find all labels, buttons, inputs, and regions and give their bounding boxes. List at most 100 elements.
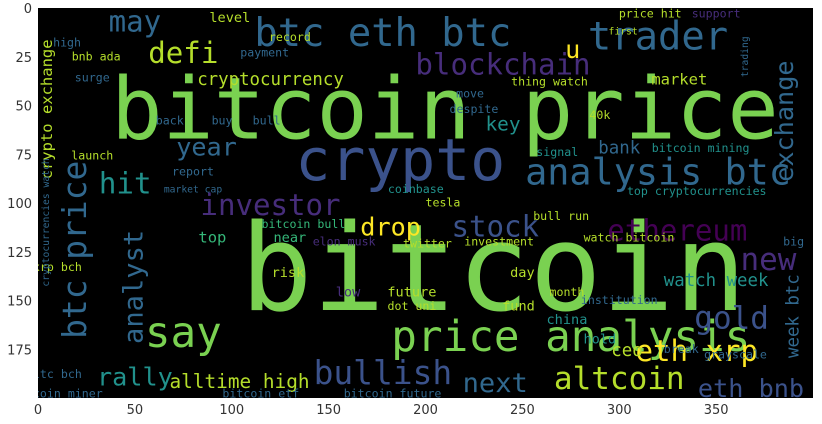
- word-watch-bitcoin: watch bitcoin: [584, 231, 675, 245]
- y-tick-label: 125: [7, 246, 32, 261]
- word-stock: stock: [451, 209, 539, 243]
- word-week-btc: week btc: [784, 274, 804, 358]
- word-hit: hit: [99, 166, 152, 200]
- word-eth-xrp: eth xrp: [635, 334, 758, 368]
- word-first: first: [609, 26, 638, 37]
- x-tick-label: 250: [510, 403, 535, 418]
- word-market: market: [651, 71, 707, 89]
- word-u: u: [565, 35, 580, 64]
- word-btc-price: btc price: [55, 161, 94, 339]
- word-price-hit: price hit: [619, 6, 682, 20]
- y-tick-label: 150: [7, 295, 32, 310]
- word-support: support: [692, 6, 741, 20]
- word-risk: risk: [272, 265, 305, 281]
- word-bitcoin-future: bitcoin future: [344, 387, 442, 401]
- word-back: back: [156, 114, 184, 128]
- word-high: high: [53, 36, 81, 50]
- word-bitcoin-mining: bitcoin mining: [652, 141, 750, 155]
- x-tick-label: 350: [704, 403, 729, 418]
- x-tick-label: 0: [34, 403, 42, 418]
- word-alltime-high: alltime high: [169, 370, 309, 393]
- word-bull-run: bull run: [533, 209, 589, 223]
- word-institution: institution: [581, 293, 658, 307]
- word-gold: gold: [694, 301, 769, 337]
- word-bitcoin-bull: bitcoin bull: [262, 217, 346, 231]
- word-china: china: [546, 312, 587, 328]
- word-break: break: [664, 342, 699, 356]
- word-drop: drop: [360, 212, 421, 241]
- word-xrp-bch: xrp bch: [33, 260, 82, 274]
- word-bitcoin-etf: bitcoin etf: [222, 387, 299, 401]
- word-bitcoin: bitcoin: [240, 200, 746, 339]
- word-bull: bull: [253, 114, 281, 128]
- y-tick-label: 175: [7, 343, 32, 358]
- x-tick-label: 100: [219, 403, 244, 418]
- word-grayscale: grayscale: [704, 348, 767, 362]
- x-tick-label: 300: [607, 403, 632, 418]
- word-surge: surge: [75, 71, 110, 85]
- x-tick-label: 50: [127, 403, 144, 418]
- word-thing-watch: thing watch: [511, 75, 588, 89]
- word-day: day: [510, 265, 535, 281]
- word-ceo: ceo: [611, 341, 642, 361]
- word-blockchain: blockchain: [415, 48, 590, 82]
- word-hold: hold: [584, 332, 617, 348]
- x-tick-label: 150: [316, 403, 341, 418]
- word-coinbase: coinbase: [388, 182, 444, 196]
- word-cryptocurrencies-watch: cryptocurrencies watch: [41, 158, 52, 286]
- word-say: say: [145, 308, 222, 358]
- word-payment: payment: [240, 45, 289, 59]
- x-tick-label: 200: [413, 403, 438, 418]
- word-bnb-ada: bnb ada: [72, 49, 121, 63]
- word-top: top: [198, 229, 226, 247]
- plot-background: [38, 8, 813, 398]
- word-exchange: exchange: [770, 60, 799, 181]
- word-launch: launch: [71, 149, 113, 163]
- word-40k: 40k: [589, 108, 610, 122]
- word-tesla: tesla: [425, 196, 460, 210]
- word-bank: bank: [598, 138, 640, 158]
- word-analyst: analyst: [118, 230, 149, 344]
- word-crypto: crypto: [295, 126, 505, 194]
- y-tick-label: 25: [15, 51, 32, 66]
- word-bitcoin-miner: bitcoin miner: [12, 387, 103, 401]
- word-altcoin: altcoin: [554, 361, 685, 397]
- word-analysis-btc: analysis btc: [525, 150, 791, 193]
- word-trader: trader: [588, 15, 728, 60]
- word-btc-eth-btc: btc eth btc: [254, 11, 511, 56]
- word-rally: rally: [97, 363, 173, 392]
- word-future: future: [387, 285, 436, 301]
- word-market-cap: market cap: [164, 184, 222, 195]
- word-key: key: [485, 113, 520, 136]
- word-crypto-exchange: crypto exchange: [38, 39, 56, 179]
- word-low: low: [336, 285, 361, 301]
- word-bullish: bullish: [314, 353, 453, 392]
- word-twitter: twitter: [403, 236, 452, 250]
- word-trading: trading: [740, 36, 751, 77]
- word-investor: investor: [200, 188, 340, 222]
- word-big: big: [783, 235, 804, 249]
- word-move: move: [456, 86, 484, 100]
- word-month: month: [549, 285, 584, 299]
- word-level: level: [209, 10, 250, 26]
- word-ethereum: ethereum: [607, 213, 747, 247]
- word-top-cryptocurrencies: top cryptocurrencies: [627, 184, 767, 198]
- word-elon-musk: elon musk: [313, 235, 376, 249]
- word-next: next: [463, 368, 528, 399]
- word-despite: despite: [450, 102, 499, 116]
- word-near: near: [274, 230, 307, 246]
- word-investment: investment: [464, 235, 534, 249]
- word-defi: defi: [148, 36, 218, 70]
- y-tick-label: 0: [24, 2, 32, 17]
- word-fund: fund: [502, 298, 535, 314]
- word-year: year: [176, 132, 237, 161]
- y-tick-label: 75: [15, 148, 32, 163]
- word-report: report: [172, 164, 214, 178]
- y-tick-label: 100: [7, 197, 32, 212]
- word-bitcoin-price: bitcoin price: [111, 61, 779, 160]
- word-may: may: [109, 5, 162, 39]
- word-cryptocurrency: cryptocurrency: [197, 70, 344, 90]
- x-axis: 0 50 100 150 200 250 300 350: [34, 403, 729, 418]
- word-eth-bnb: eth bnb: [698, 374, 804, 403]
